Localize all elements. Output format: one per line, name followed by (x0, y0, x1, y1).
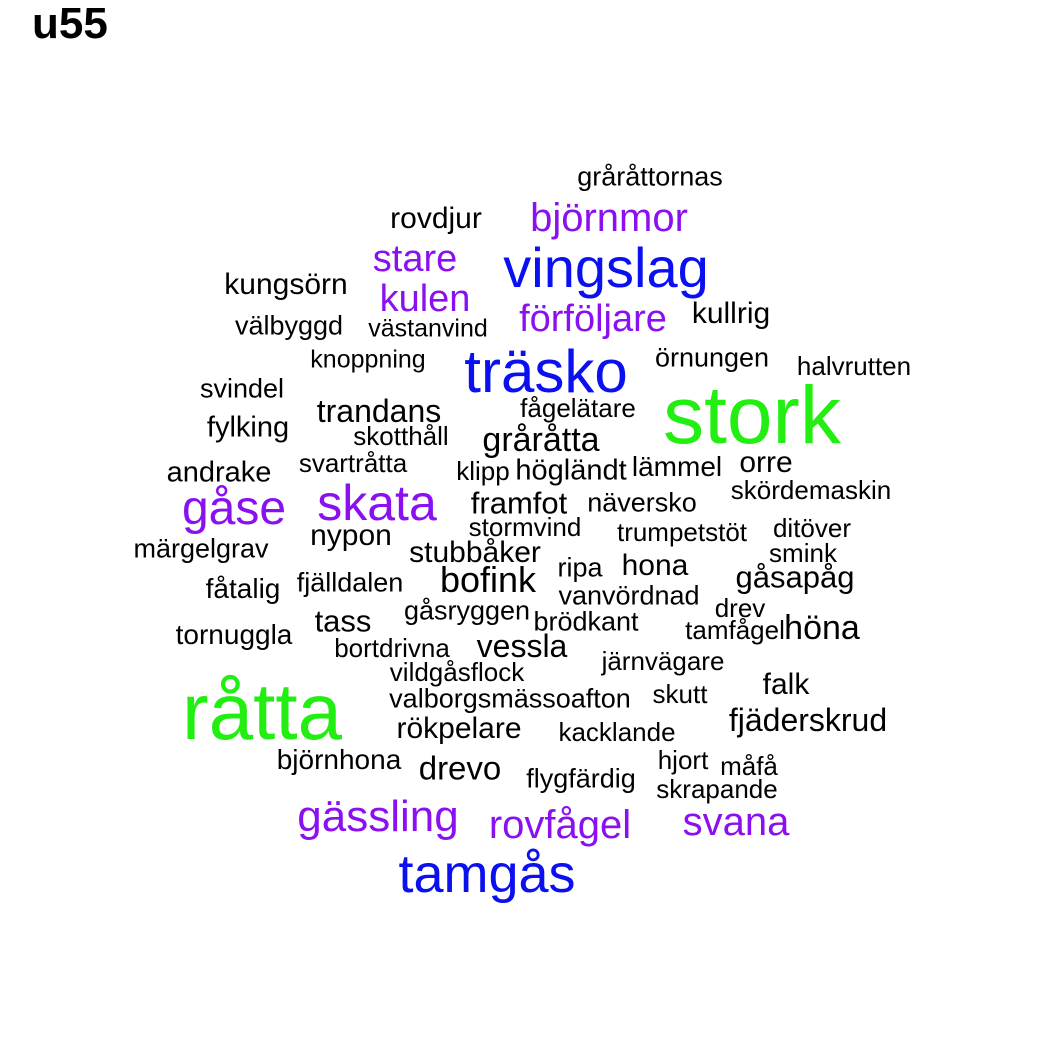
cloud-word: ripa (557, 552, 603, 583)
cloud-word: fåtalig (205, 573, 281, 604)
cloud-word: stormvind (468, 512, 582, 542)
cloud-word: klipp (456, 456, 510, 486)
cloud-word: tamgås (398, 844, 576, 904)
cloud-word: svana (682, 800, 790, 844)
cloud-word: valborgsmässoafton (389, 683, 631, 714)
cloud-word: fylking (206, 411, 290, 444)
cloud-word: gråråtta (482, 421, 600, 459)
cloud-word: tamfågel (685, 615, 785, 645)
cloud-word: näversko (587, 487, 697, 518)
cloud-word: träsko (464, 338, 628, 405)
cloud-word: vessla (476, 628, 568, 664)
cloud-word: vingslag (503, 236, 709, 299)
cloud-word: skördemaskin (730, 475, 892, 505)
cloud-word: ditöver (772, 513, 852, 543)
cloud-word: gåse (181, 482, 287, 535)
cloud-word: gåsapåg (735, 559, 855, 595)
cloud-word: välbyggd (234, 310, 344, 341)
cloud-word: kulen (379, 278, 471, 320)
cloud-word: märgelgrav (133, 533, 269, 564)
cloud-word: stare (372, 238, 458, 280)
page-title: u55 (32, 0, 108, 48)
cloud-word: skotthåll (353, 421, 449, 451)
cloud-word: gråråttornas (577, 161, 723, 192)
cloud-word: falk (762, 668, 810, 701)
cloud-word: björnhona (276, 744, 402, 775)
cloud-word: bofink (439, 559, 537, 600)
cloud-word: knoppning (310, 345, 426, 374)
cloud-word: hona (621, 549, 689, 582)
cloud-word: björnmor (530, 196, 688, 240)
cloud-word: orre (739, 446, 793, 479)
cloud-word: rovdjur (390, 202, 482, 235)
cloud-word: västanvind (368, 314, 488, 343)
cloud-word: måfå (720, 751, 778, 781)
cloud-word: svartråtta (298, 448, 408, 478)
cloud-word: lämmel (631, 451, 723, 482)
cloud-word: trandans (316, 393, 442, 429)
cloud-word: skutt (652, 679, 708, 709)
cloud-word: tornuggla (175, 619, 293, 650)
cloud-word: gåsryggen (403, 595, 531, 626)
cloud-word: tass (314, 603, 372, 639)
cloud-word: drevo (418, 749, 502, 787)
cloud-word: råtta (181, 667, 343, 756)
cloud-word: bortdrivna (334, 633, 450, 663)
cloud-word: järnvägare (601, 646, 725, 676)
cloud-word: halvrutten (796, 351, 912, 381)
cloud-word: flygfärdig (526, 763, 636, 794)
cloud-word: fågelätare (520, 393, 636, 423)
cloud-word: förföljare (519, 298, 667, 340)
cloud-word: kullrig (691, 297, 771, 330)
cloud-word: stork (663, 370, 841, 461)
cloud-word: brödkant (533, 606, 639, 637)
cloud-word: rovfågel (488, 803, 632, 847)
cloud-word: trumpetstöt (616, 517, 748, 547)
cloud-word: fjäderskrud (728, 702, 888, 738)
cloud-word: kungsörn (224, 268, 348, 301)
cloud-word: fjälldalen (296, 567, 404, 598)
cloud-word: örnungen (654, 342, 770, 373)
cloud-word: skata (317, 475, 437, 531)
cloud-word: andrake (166, 456, 272, 489)
cloud-word: smink (769, 538, 837, 568)
cloud-word: svindel (199, 373, 285, 404)
cloud-word: vildgåsflock (389, 657, 525, 687)
cloud-word: stubbåker (409, 536, 541, 569)
cloud-word: skrapande (656, 774, 778, 804)
cloud-word: nypon (310, 519, 392, 552)
cloud-word: kacklande (558, 717, 676, 747)
cloud-word: framfot (470, 485, 568, 521)
cloud-word: vanvördnad (558, 580, 700, 611)
cloud-word: höna (784, 609, 860, 647)
cloud-word: gässling (297, 792, 459, 841)
cloud-word: rökpelare (396, 712, 522, 745)
cloud-word: hjort (657, 745, 709, 775)
cloud-word: drev (714, 593, 766, 623)
cloud-word: högländt (515, 454, 627, 487)
